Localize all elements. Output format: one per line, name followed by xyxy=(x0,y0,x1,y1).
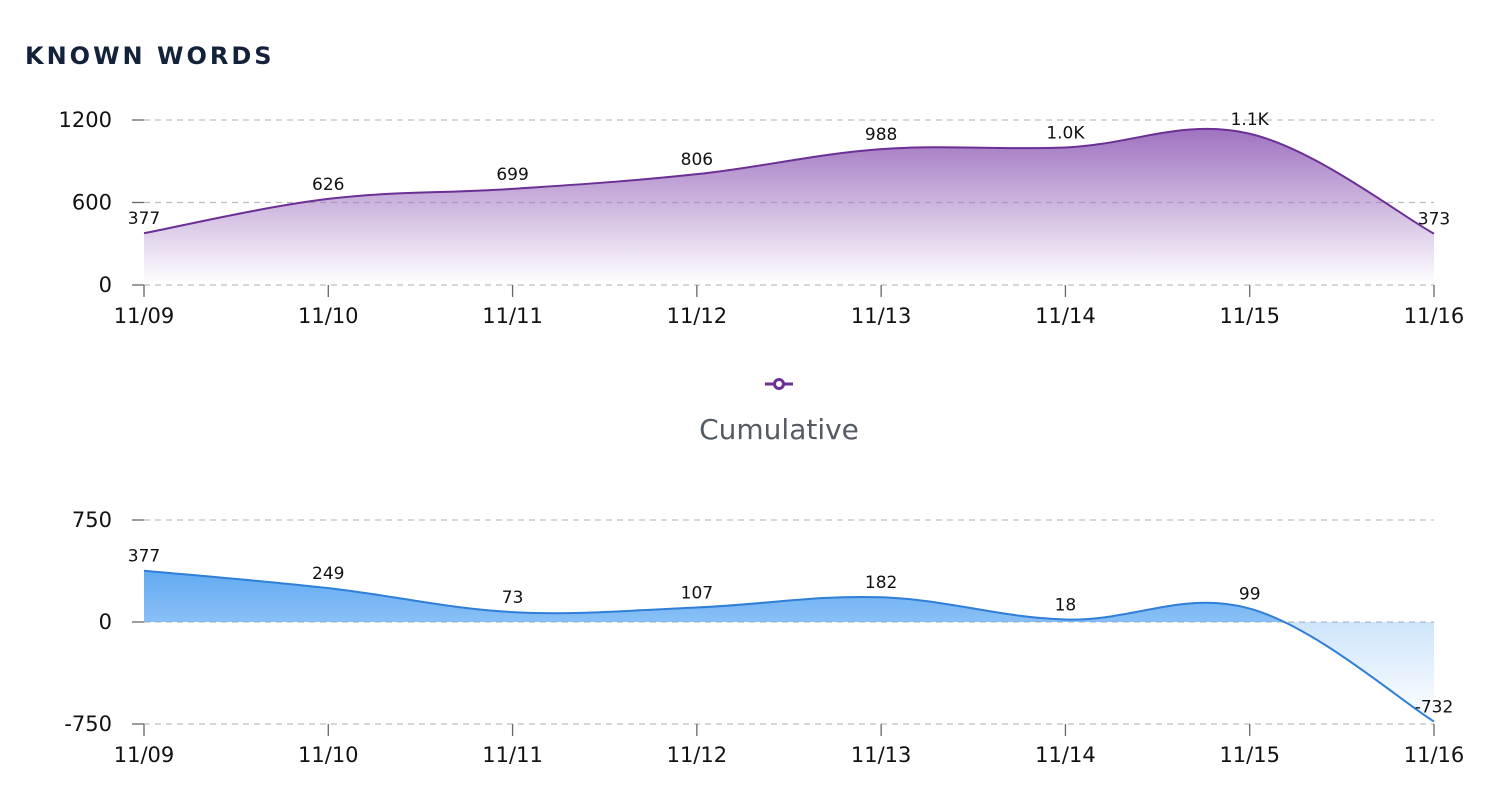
chart-daily-change: -750 0 750 11/09 11/10 11/11 11/12 11/13 11/14 11… xyxy=(64,508,1464,767)
data-label: 1.1K xyxy=(1231,110,1270,130)
x-tick-label: 11/10 xyxy=(298,743,359,767)
x-tick-label: 11/13 xyxy=(851,743,912,767)
page-title: KNOWN WORDS xyxy=(25,42,275,70)
data-label: 377 xyxy=(128,209,160,229)
x-tick-label: 11/13 xyxy=(851,304,912,328)
x-tick-label: 11/10 xyxy=(298,304,359,328)
data-label: 626 xyxy=(312,175,344,195)
x-tick-label: 11/14 xyxy=(1035,743,1096,767)
data-label: -732 xyxy=(1415,698,1454,718)
x-tick-label: 11/15 xyxy=(1219,304,1280,328)
x-tick-label: 11/09 xyxy=(114,743,175,767)
y-tick-label: 750 xyxy=(72,508,112,532)
y-tick-label: 1200 xyxy=(59,108,112,132)
legend-circle-icon xyxy=(773,378,785,390)
chart-known-words: 0 600 1200 11/09 11/10 11/11 11/12 11/13 11/14 11… xyxy=(59,108,1465,328)
series-line xyxy=(143,127,1435,235)
legend-label: Cumulative xyxy=(699,413,859,446)
data-label: 373 xyxy=(1418,210,1450,230)
chart-legend[interactable]: Cumulative xyxy=(699,378,859,447)
data-label: 107 xyxy=(681,583,713,603)
data-label: 806 xyxy=(681,150,713,170)
y-tick-label: 600 xyxy=(72,191,112,215)
data-label: 988 xyxy=(865,125,897,145)
data-label: 1.0K xyxy=(1046,124,1085,144)
series-area-positive xyxy=(144,570,1434,622)
x-tick-label: 11/11 xyxy=(482,743,543,767)
x-tick-label: 11/15 xyxy=(1219,743,1280,767)
data-label: 249 xyxy=(312,564,344,584)
data-label: 73 xyxy=(502,588,524,608)
data-label: 18 xyxy=(1055,596,1077,616)
x-tick-label: 11/11 xyxy=(482,304,543,328)
x-tick-label: 11/09 xyxy=(114,304,175,328)
data-label: 99 xyxy=(1239,585,1261,605)
y-tick-label: -750 xyxy=(64,712,112,736)
x-tick-label: 11/12 xyxy=(667,743,728,767)
data-label: 699 xyxy=(496,165,528,185)
y-tick-label: 0 xyxy=(99,610,112,634)
data-label: 182 xyxy=(865,573,897,593)
series-area xyxy=(144,128,1434,285)
x-tick-label: 11/16 xyxy=(1404,304,1465,328)
series-line xyxy=(143,569,1435,723)
y-tick-label: 0 xyxy=(99,273,112,297)
data-label: 377 xyxy=(128,547,160,567)
x-tick-label: 11/16 xyxy=(1404,743,1465,767)
x-tick-label: 11/12 xyxy=(667,304,728,328)
x-tick-label: 11/14 xyxy=(1035,304,1096,328)
